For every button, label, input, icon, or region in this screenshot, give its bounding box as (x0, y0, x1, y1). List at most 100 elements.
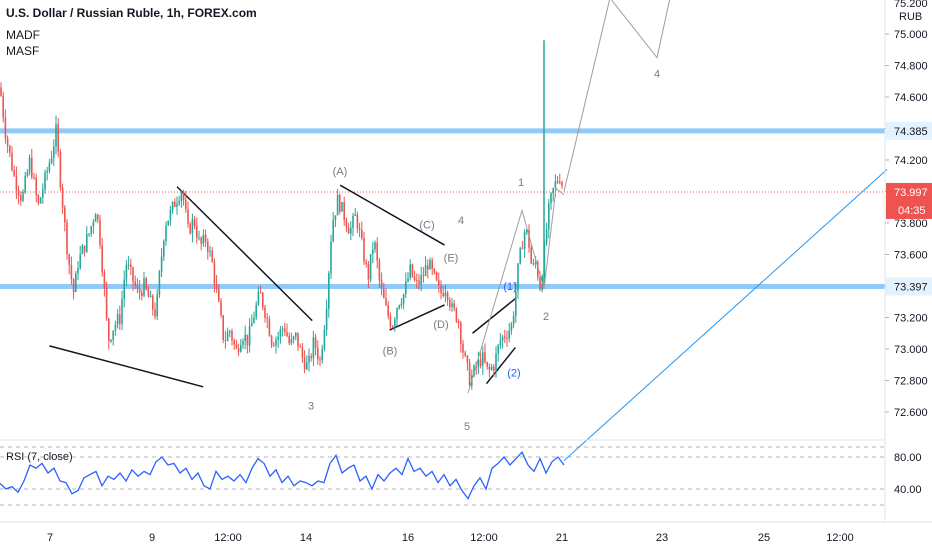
candle-down (103, 272, 106, 288)
time-tick-label: 12:00 (470, 532, 498, 544)
rsi-level-lines (0, 446, 885, 506)
candle-down (270, 335, 273, 345)
candle-down (108, 318, 110, 342)
candle-up (515, 290, 517, 316)
trend-line (339, 184, 445, 246)
candle-down (367, 263, 370, 280)
candle-up (253, 317, 255, 324)
candle-down (464, 352, 466, 356)
candle-up (81, 245, 84, 255)
candle-up (526, 230, 528, 233)
candle-down (215, 283, 218, 289)
support-ray (563, 169, 888, 461)
candle-up (160, 256, 163, 272)
candle-down (246, 334, 249, 346)
candle-down (11, 152, 13, 171)
trend-line (472, 298, 516, 334)
candle-down (66, 222, 68, 255)
wave-label: 3 (308, 401, 314, 413)
candle-down (193, 219, 196, 227)
candle-up (290, 339, 293, 344)
candle-up (429, 260, 431, 270)
key-level-band (0, 283, 885, 289)
price-tick-label: 73.600 (894, 250, 928, 262)
candle-down (442, 293, 444, 297)
candle-down (231, 331, 233, 341)
candle-down (136, 285, 139, 289)
candle-down (433, 268, 436, 273)
candle-up (248, 326, 251, 346)
candle-down (521, 248, 524, 250)
candle-up (482, 352, 484, 366)
candle-up (209, 250, 211, 252)
candle-up (519, 248, 521, 264)
trend-lines (49, 184, 516, 388)
horizontal-levels (0, 128, 885, 289)
candle-down (83, 245, 86, 252)
candle-down (200, 237, 202, 244)
candle-down (383, 288, 385, 299)
wave-count-path (467, 187, 565, 394)
candle-down (154, 309, 156, 317)
candle-up (369, 253, 372, 280)
candle-up (165, 225, 167, 241)
candle-up (330, 241, 332, 274)
candle-down (105, 287, 108, 319)
candle-down (189, 223, 191, 234)
candle-down (314, 337, 317, 348)
candle-up (202, 234, 205, 244)
price-tick-label: 74.200 (894, 155, 928, 167)
candle-up (240, 344, 242, 352)
candle-up (255, 304, 257, 318)
candle-down (268, 319, 271, 336)
time-tick-label: 9 (149, 532, 155, 544)
candle-up (554, 181, 557, 189)
candle-up (510, 324, 513, 331)
candle-down (365, 262, 367, 264)
candle-down (380, 280, 383, 289)
candle-down (9, 145, 11, 153)
wave-label: 5 (464, 421, 470, 433)
candle-up (402, 294, 405, 304)
candle-up (499, 340, 502, 346)
candle-up (55, 124, 57, 147)
candle-up (405, 281, 407, 295)
candle-series (0, 40, 563, 390)
candle-down (0, 87, 2, 96)
candle-down (411, 264, 414, 277)
trend-ray (563, 169, 888, 461)
candle-up (77, 267, 79, 274)
candle-down (479, 359, 482, 366)
candle-down (134, 281, 136, 286)
candle-down (376, 242, 378, 261)
forecast-path (467, 0, 671, 394)
candle-down (2, 95, 4, 118)
candle-down (97, 214, 99, 220)
candle-down (356, 214, 359, 229)
candle-up (325, 308, 328, 330)
candle-up (277, 336, 279, 340)
wave-label: 4 (458, 215, 464, 227)
candle-up (420, 275, 422, 285)
candle-down (455, 308, 458, 322)
candle-up (517, 263, 519, 291)
candle-down (145, 278, 147, 289)
candle-up (24, 175, 26, 192)
candle-up (512, 315, 515, 325)
candle-up (229, 331, 231, 333)
candle-down (288, 336, 290, 344)
candle-up (167, 220, 169, 226)
candle-down (185, 199, 187, 210)
candle-up (352, 215, 354, 228)
candle-up (171, 201, 174, 211)
price-tick-label: 73.000 (894, 344, 928, 356)
candle-up (424, 265, 427, 277)
candle-up (323, 329, 326, 349)
candle-up (46, 171, 48, 173)
currency-label: RUB (899, 11, 922, 23)
indicator-madf: MADF (6, 28, 40, 42)
last-price-badge (886, 182, 932, 219)
candle-up (39, 197, 42, 204)
candle-down (385, 298, 387, 306)
